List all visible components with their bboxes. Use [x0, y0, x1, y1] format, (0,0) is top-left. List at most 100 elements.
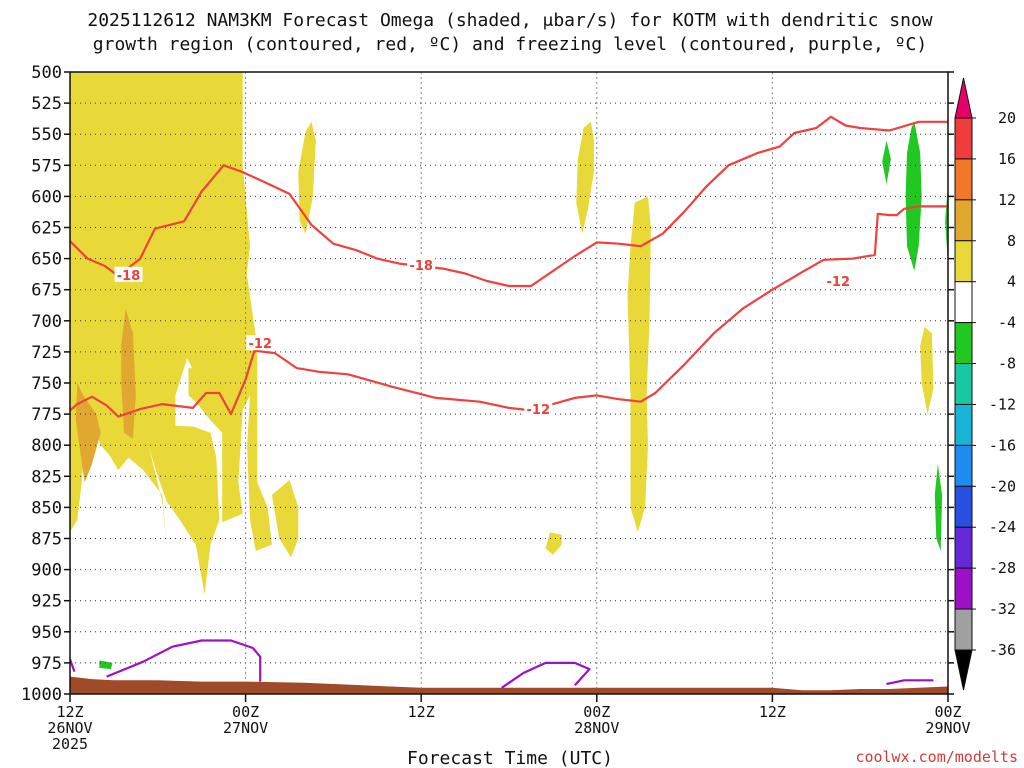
- colorbar-label: -16: [989, 436, 1016, 454]
- y-tick-label: 850: [31, 498, 62, 518]
- omega-shaded-region-4: [271, 480, 299, 558]
- contour-label-bg: [524, 401, 553, 417]
- colorbar-label: -20: [989, 477, 1016, 495]
- x-tick-label: 26NOV: [47, 719, 92, 737]
- y-tick-label: 900: [31, 561, 62, 581]
- colorbar-label: -24: [989, 518, 1016, 536]
- omega-shaded-region-3: [242, 246, 272, 551]
- colorbar: 20 16 12 8 4 -4 -8 -12 -16 -20 -24 -28 -32 -36: [954, 77, 1016, 691]
- contour-label: -18: [409, 259, 433, 274]
- x-tick-label: 00Z: [583, 703, 610, 721]
- y-tick-label: 1000: [21, 685, 62, 705]
- y-axis: 500 525 550 575 600 625 650 675 700 725 750 775 800 8…: [21, 63, 954, 705]
- colorbar-swatch: [954, 199, 973, 242]
- colorbar-swatch: [954, 485, 973, 528]
- contour-label: -12: [527, 403, 551, 418]
- x-tick-label: 28NOV: [574, 719, 619, 737]
- colorbar-label: -28: [989, 559, 1016, 577]
- omega-shaded-region-9: [920, 327, 934, 415]
- y-tick-label: 825: [31, 467, 62, 487]
- omega-shaded-region-13: [882, 140, 891, 184]
- colorbar-swatch: [954, 608, 973, 651]
- y-tick-label: 675: [31, 281, 62, 301]
- colorbar-label: -32: [989, 600, 1016, 618]
- contour-line: [70, 115, 948, 288]
- colorbar-label: -12: [989, 395, 1016, 413]
- y-tick-label: 600: [31, 187, 62, 207]
- omega-shaded-region-1: [149, 425, 220, 595]
- chart-title: 2025112612 NAM3KM Forecast Omega (shaded…: [87, 10, 932, 31]
- y-tick-label: 950: [31, 623, 62, 643]
- y-tick-label: 800: [31, 436, 62, 456]
- y-tick-label: 725: [31, 343, 62, 363]
- x-tick-label: 12Z: [408, 703, 435, 721]
- colorbar-label: 16: [998, 150, 1016, 168]
- colorbar-swatch: [954, 363, 973, 405]
- x-tick-label: 00Z: [232, 703, 259, 721]
- contour-label: -18: [117, 269, 141, 284]
- colorbar-swatch: [954, 158, 973, 201]
- colorbar-top-arrow: [954, 77, 973, 119]
- y-tick-label: 750: [31, 374, 62, 394]
- x-tick-label: 12Z: [759, 703, 786, 721]
- x-axis-label: Forecast Time (UTC): [407, 748, 613, 768]
- colorbar-label: 12: [998, 191, 1016, 209]
- colorbar-label: -36: [989, 641, 1016, 659]
- contour-label-bg: [824, 272, 853, 288]
- y-tick-label: 625: [31, 219, 62, 239]
- omega-shaded-region-2: [188, 368, 243, 523]
- y-tick-label: 525: [31, 94, 62, 114]
- y-tick-label: 875: [31, 530, 62, 550]
- contour-label: -12: [248, 337, 272, 352]
- contour-line: [501, 661, 591, 689]
- y-tick-label: 700: [31, 312, 62, 332]
- contour-label: -12: [827, 275, 851, 290]
- colorbar-label: 8: [1007, 232, 1016, 250]
- colorbar-swatch: [954, 240, 973, 283]
- colorbar-swatch: [954, 403, 973, 446]
- x-tick-label: 29NOV: [925, 719, 970, 737]
- omega-shaded-region-0: [70, 72, 250, 545]
- y-tick-label: 575: [31, 156, 62, 176]
- y-tick-label: 500: [31, 63, 62, 83]
- omega-shaded-region-12: [905, 121, 922, 271]
- omega-shaded-region-15: [934, 463, 943, 551]
- y-tick-label: 775: [31, 405, 62, 425]
- colorbar-label: 20: [998, 109, 1016, 127]
- contour-line: [886, 679, 934, 686]
- x-tick-label: 12Z: [56, 703, 83, 721]
- colorbar-swatch: [954, 526, 973, 569]
- colorbar-label: -8: [998, 355, 1016, 373]
- omega-shaded-region-8: [545, 532, 562, 555]
- y-tick-label: 925: [31, 592, 62, 612]
- contour-line: [106, 639, 262, 682]
- contour-label-bg: [114, 266, 143, 282]
- terrain-fill: [70, 676, 948, 694]
- colorbar-swatch: [954, 117, 973, 160]
- contour-line: [70, 205, 948, 418]
- x-tick-label: 00Z: [934, 703, 961, 721]
- omega-shaded-region-6: [576, 121, 594, 234]
- omega-shaded-region-16: [99, 660, 113, 670]
- y-tick-label: 650: [31, 250, 62, 270]
- plot-area: -18 -18 -12 -12 -12: [69, 71, 949, 695]
- omega-shaded-region-5: [298, 121, 316, 234]
- x-tick-label: 27NOV: [223, 719, 268, 737]
- colorbar-swatch: [954, 444, 973, 487]
- credit-text: coolwx.com/modelts: [855, 748, 1018, 766]
- colorbar-label: -4: [998, 314, 1016, 332]
- omega-shaded-region-7: [627, 196, 651, 533]
- y-tick-label: 550: [31, 125, 62, 145]
- x-tick-label: 2025: [52, 735, 88, 753]
- colorbar-label: 4: [1007, 273, 1016, 291]
- plot-clip-group: -18 -18 -12 -12 -12: [70, 72, 948, 694]
- colorbar-swatch: [954, 322, 973, 365]
- contour-label-bg: [246, 335, 275, 351]
- colorbar-bottom-arrow: [954, 649, 973, 691]
- omega-shaded-region-10: [121, 308, 136, 439]
- y-tick-label: 975: [31, 654, 62, 674]
- chart-subtitle: growth region (contoured, red, ºC) and f…: [93, 34, 927, 55]
- contour-label-bg: [407, 256, 436, 272]
